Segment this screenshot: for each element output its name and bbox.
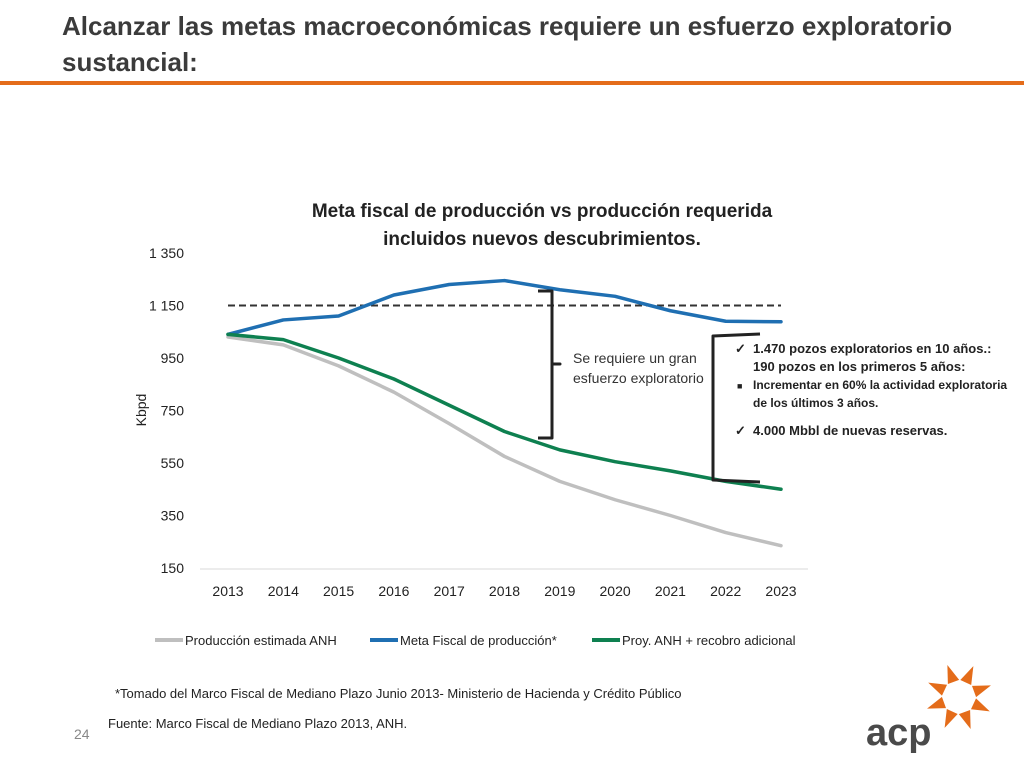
brace-right: [711, 332, 761, 484]
brace-annotation-text: Se requiere un gran esfuerzo exploratori…: [573, 350, 704, 386]
check-icon: ✓: [735, 423, 746, 438]
logo-star-ray: [944, 708, 958, 728]
chart-title: Meta fiscal de producción vs producción …: [312, 201, 773, 250]
series-line-proy-anh-recobro-adicional: [226, 332, 783, 491]
y-tick-label: 1 150: [149, 298, 184, 314]
x-tick-label: 2013: [212, 583, 243, 599]
square-bullet-icon: ■: [737, 381, 743, 391]
bullet-text: Incrementar en 60% la actividad explorat…: [753, 378, 1008, 410]
logo-star-ray: [960, 666, 974, 686]
series-line-meta-fiscal-de-produccion: [226, 278, 783, 337]
y-tick-label: 750: [161, 403, 185, 419]
legend-label: Producción estimada ANH: [185, 633, 337, 648]
x-tick-label: 2022: [710, 583, 741, 599]
x-tick-label: 2014: [268, 583, 299, 599]
footnote: *Tomado del Marco Fiscal de Mediano Plaz…: [115, 686, 682, 701]
x-tick-label: 2016: [378, 583, 409, 599]
x-tick-label: 2020: [600, 583, 631, 599]
y-tick-label: 1 350: [149, 245, 184, 261]
legend-label: Meta Fiscal de producción*: [400, 633, 557, 648]
logo-star-ray: [958, 709, 971, 729]
logo-star-ray: [927, 696, 947, 709]
y-tick-label: 350: [161, 508, 185, 524]
x-tick-label: 2019: [544, 583, 575, 599]
series-line-produccion-estimada-anh: [226, 335, 783, 548]
source-note: Fuente: Marco Fiscal de Mediano Plazo 20…: [108, 716, 408, 731]
x-axis: 2013 2014 2015 2016 2017 2018 2019 2020 2021 2022…: [200, 568, 808, 599]
bullet-item: ■ Incrementar en 60% la actividad explor…: [735, 376, 1015, 412]
x-tick-label: 2023: [765, 583, 796, 599]
bullet-list: ✓ 1.470 pozos exploratorios en 10 años.:…: [735, 340, 1015, 440]
y-axis-label: Kbpd: [133, 394, 149, 427]
x-tick-label: 2015: [323, 583, 354, 599]
chart-title-line: incluidos nuevos descubrimientos.: [383, 229, 701, 250]
bullet-item: ✓ 4.000 Mbbl de nuevas reservas.: [735, 422, 1015, 440]
brace-center: [538, 289, 562, 440]
slide-title: Alcanzar las metas macroeconómicas requi…: [62, 11, 953, 77]
legend: Producción estimada ANH Meta Fiscal de pr…: [155, 633, 796, 648]
logo-star-ray: [970, 698, 990, 712]
bullet-text: 4.000 Mbbl de nuevas reservas.: [753, 423, 948, 438]
x-tick-label: 2017: [434, 583, 465, 599]
check-icon: ✓: [735, 341, 746, 356]
logo-star-ray: [947, 665, 960, 685]
x-tick-label: 2018: [489, 583, 520, 599]
annotation-braces: [538, 289, 761, 484]
logo-star-icon: [927, 665, 991, 729]
y-tick-label: 150: [161, 560, 185, 576]
y-tick-label: 550: [161, 455, 185, 471]
acp-logo: acp: [866, 665, 991, 754]
y-axis: 150 350 550 750 950 1 150 1 350 Kbpd: [133, 245, 184, 576]
series-lines: [226, 278, 783, 548]
bullet-item: ✓ 1.470 pozos exploratorios en 10 años.:…: [735, 340, 1015, 376]
logo-star-ray: [928, 682, 948, 696]
logo-star-ray: [971, 685, 991, 698]
chart-title-line: Meta fiscal de producción vs producción …: [312, 201, 773, 222]
title-divider: [0, 81, 1024, 85]
page-number: 24: [74, 726, 90, 742]
legend-label: Proy. ANH + recobro adicional: [622, 633, 796, 648]
y-tick-label: 950: [161, 350, 185, 366]
logo-text: acp: [866, 712, 931, 754]
bullet-text: 1.470 pozos exploratorios en 10 años.: 1…: [753, 341, 992, 374]
x-tick-label: 2021: [655, 583, 686, 599]
